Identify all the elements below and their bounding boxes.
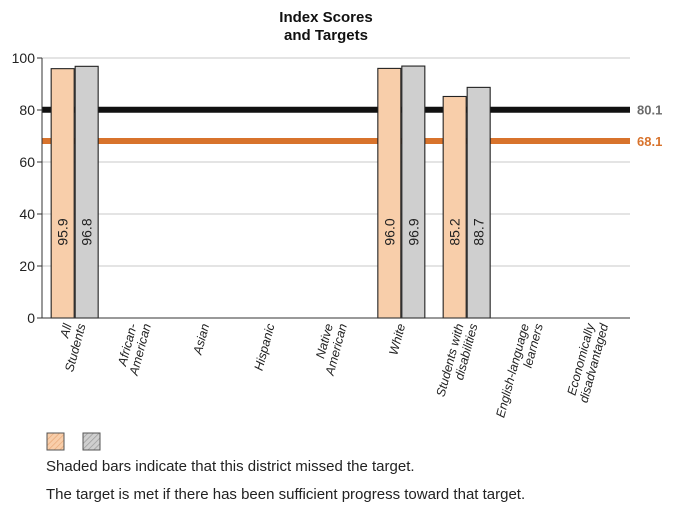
chart-title-line-1: Index Scores	[279, 9, 372, 26]
legend	[46, 432, 101, 451]
bar	[442, 95, 467, 319]
gridlines	[42, 57, 630, 267]
y-axis-ticks: 0 20 40 60 80 100	[12, 50, 42, 326]
note-target-met: The target is met if there has been suff…	[46, 486, 526, 503]
note-missed-target: Shaded bars indicate that this district …	[46, 458, 415, 475]
y-tick-label: 20	[19, 258, 35, 274]
y-tick-label: 0	[27, 310, 35, 326]
category-label: Hispanic	[252, 321, 278, 372]
bar	[50, 68, 75, 319]
bars: 95.9 96.8 96.0 96.9 85.2 88.7	[50, 65, 491, 319]
target-lines: 80.1 68.1	[42, 103, 662, 149]
category-label: Asian	[190, 322, 212, 357]
legend-swatch-orange	[46, 432, 65, 451]
bar-value-label: 96.8	[79, 218, 95, 245]
bar-value-label: 88.7	[471, 218, 487, 245]
bar-value-label: 85.2	[447, 218, 463, 245]
bar-value-label: 96.0	[381, 218, 397, 245]
category-label: All	[57, 321, 75, 340]
bar	[466, 86, 491, 319]
y-tick-label: 40	[19, 206, 35, 222]
axes	[41, 58, 630, 319]
legend-swatch-gray	[82, 432, 101, 451]
category-label: White	[386, 322, 408, 357]
chart-title-line-2: and Targets	[284, 27, 368, 44]
bar	[74, 65, 99, 319]
bar-value-label: 95.9	[55, 218, 71, 245]
bar	[401, 65, 426, 319]
target-value-label: 68.1	[637, 134, 662, 149]
bar-value-label: 96.9	[405, 218, 421, 245]
y-tick-label: 60	[19, 154, 35, 170]
category-label: English-language	[493, 322, 532, 419]
bar	[377, 67, 402, 319]
y-tick-label: 80	[19, 102, 35, 118]
y-tick-label: 100	[12, 50, 36, 66]
target-value-label: 80.1	[637, 103, 662, 118]
